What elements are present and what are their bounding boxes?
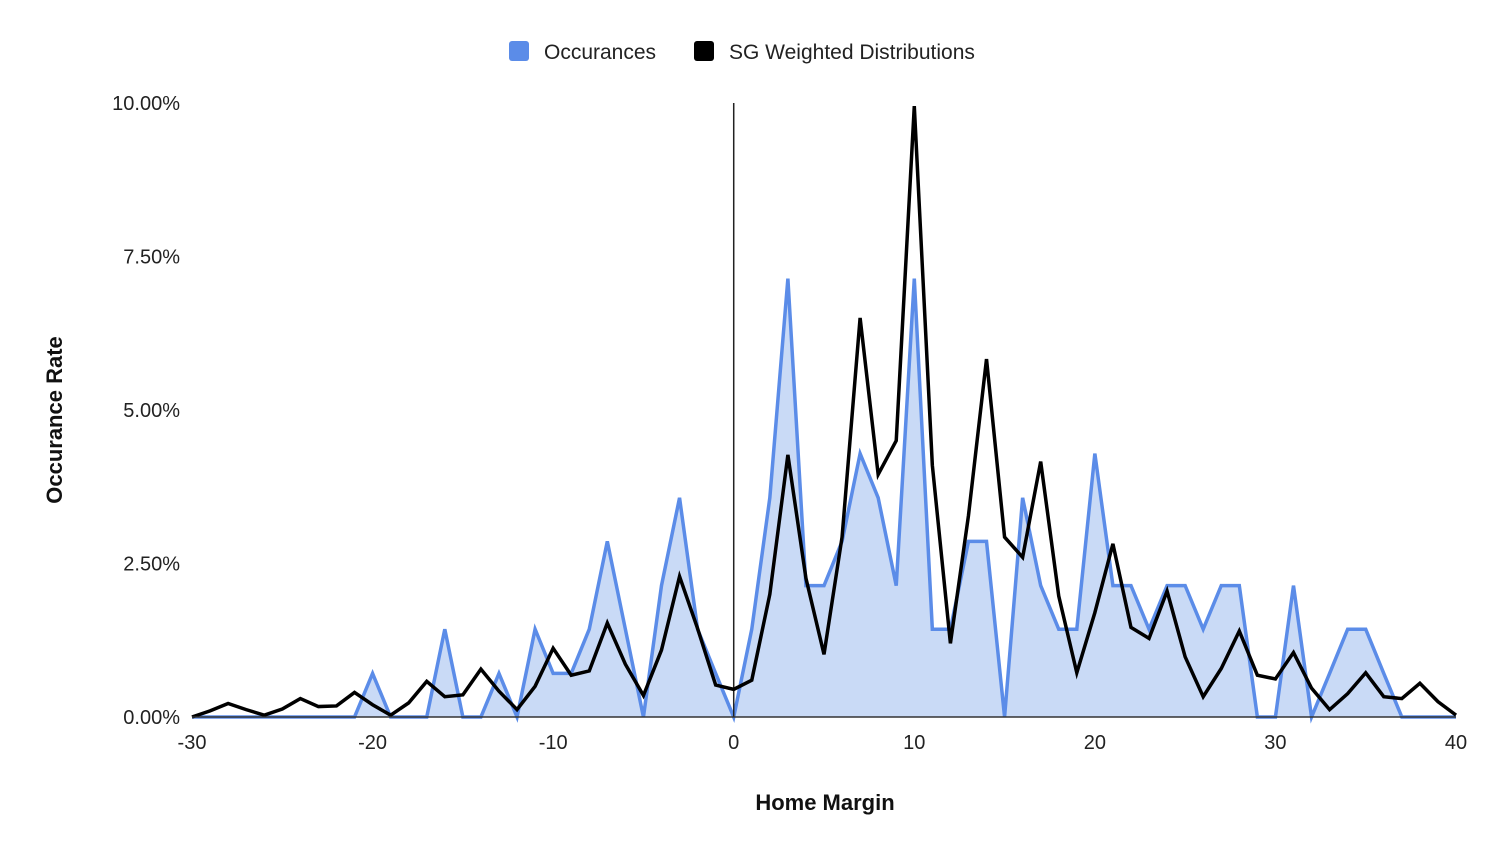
- y-tick-label: 0.00%: [123, 707, 180, 729]
- plot-area: [191, 103, 1458, 724]
- x-tick-label: 40: [1445, 732, 1467, 754]
- x-tick-label: 20: [1084, 732, 1106, 754]
- y-tick-label: 7.50%: [123, 247, 180, 269]
- x-tick-label: 10: [903, 732, 925, 754]
- sg-weighted-line: [191, 105, 1458, 719]
- axes: -30 -20 -10 0 10 20 30 40 0.00% 2.50% 5.00% 7.50% 10…: [112, 93, 1467, 754]
- x-tick-label: -20: [358, 732, 387, 754]
- x-tick-label: 0: [728, 732, 739, 754]
- legend-label-occurances: Occurances: [544, 41, 656, 64]
- y-tick-label: 10.00%: [112, 93, 180, 115]
- y-tick-label: 2.50%: [123, 554, 180, 576]
- x-tick-label: -30: [178, 732, 207, 754]
- y-tick-label: 5.00%: [123, 400, 180, 422]
- legend-swatch-occurances: [509, 41, 529, 61]
- x-tick-label: -10: [539, 732, 568, 754]
- x-tick-label: 30: [1264, 732, 1286, 754]
- legend-swatch-sg-weighted: [694, 41, 714, 61]
- legend: Occurances SG Weighted Distributions: [509, 41, 975, 64]
- x-axis-title: Home Margin: [755, 790, 894, 815]
- legend-label-sg-weighted: SG Weighted Distributions: [729, 41, 975, 64]
- y-axis-title: Occurance Rate: [42, 336, 67, 504]
